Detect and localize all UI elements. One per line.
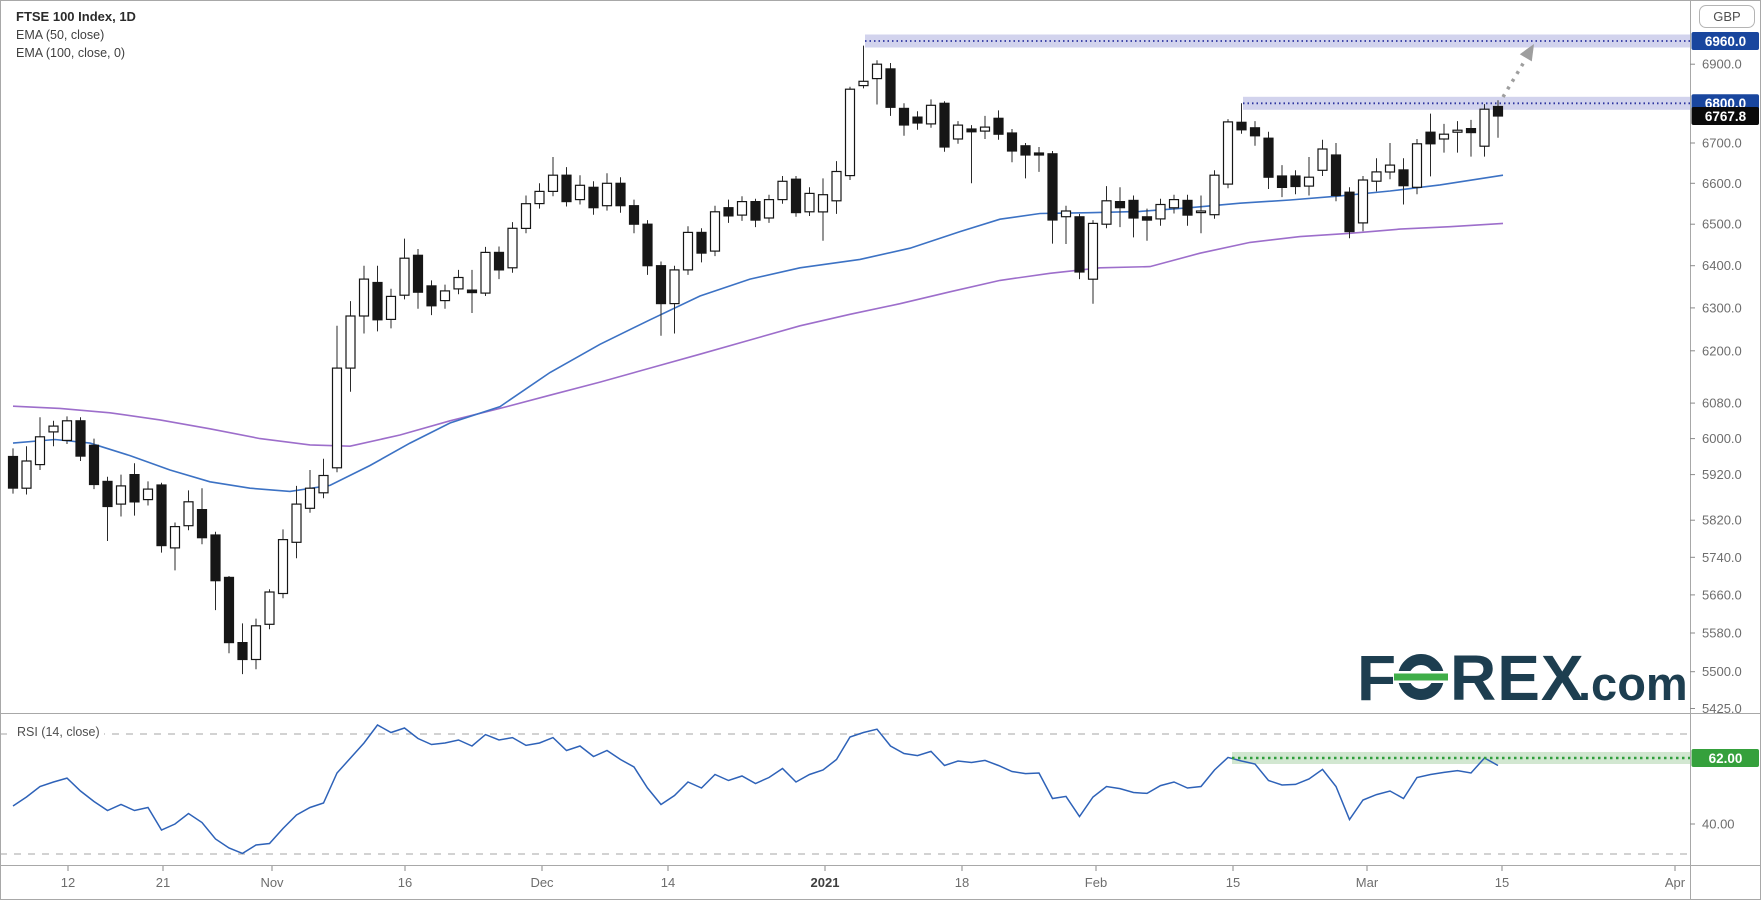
currency-button[interactable]: GBP xyxy=(1699,5,1755,28)
last-price-badge: 6767.8 xyxy=(1691,107,1759,125)
rsi-tick-label: 40.00 xyxy=(1702,817,1735,832)
svg-text:REX: REX xyxy=(1450,642,1585,714)
resistance-band[interactable] xyxy=(865,34,1690,48)
time-tick-label: 14 xyxy=(661,875,675,890)
price-tick-label: 5820.0 xyxy=(1702,513,1742,528)
trend-arrow[interactable] xyxy=(1501,44,1534,98)
time-tick-label: Feb xyxy=(1085,875,1107,890)
price-tick-label: 6500.0 xyxy=(1702,217,1742,232)
time-tick-label: 2021 xyxy=(811,875,840,890)
time-tick-label: Dec xyxy=(530,875,554,890)
time-tick-label: 21 xyxy=(156,875,170,890)
svg-text:6960.0: 6960.0 xyxy=(1705,34,1746,49)
price-tick-label: 5500.0 xyxy=(1702,664,1742,679)
price-tick-label: 6600.0 xyxy=(1702,176,1742,191)
price-tick-label: 6900.0 xyxy=(1702,57,1742,72)
time-tick-label: 18 xyxy=(955,875,969,890)
time-tick-label: Nov xyxy=(260,875,284,890)
ema50-line xyxy=(12,174,1504,493)
chart-legend: FTSE 100 Index, 1D EMA (50, close) EMA (… xyxy=(16,9,136,64)
svg-text:6767.8: 6767.8 xyxy=(1705,109,1747,124)
rsi-level-badge: 62.00 xyxy=(1691,749,1759,767)
price-tick-label: 5920.0 xyxy=(1702,467,1742,482)
svg-text:62.00: 62.00 xyxy=(1709,751,1743,766)
indicator-ema50-label[interactable]: EMA (50, close) xyxy=(16,28,105,42)
level-price-badge: 6960.0 xyxy=(1691,32,1759,50)
time-tick-label: 15 xyxy=(1226,875,1240,890)
time-tick-label: Apr xyxy=(1665,875,1686,890)
svg-text:.com: .com xyxy=(1578,657,1688,710)
price-tick-label: 5425.0 xyxy=(1702,701,1742,716)
time-tick-label: 16 xyxy=(398,875,412,890)
price-tick-label: 6400.0 xyxy=(1702,258,1742,273)
price-tick-label: 6700.0 xyxy=(1702,136,1742,151)
price-tick-label: 5660.0 xyxy=(1702,587,1742,602)
price-tick-label: 6200.0 xyxy=(1702,343,1742,358)
candles-series xyxy=(7,45,1504,675)
price-tick-label: 6000.0 xyxy=(1702,431,1742,446)
price-tick-label: 6300.0 xyxy=(1702,300,1742,315)
indicator-ema100-label[interactable]: EMA (100, close, 0) xyxy=(16,46,126,60)
ema100-line xyxy=(12,222,1504,448)
price-axis[interactable]: 6900.0 6700.0 6600.0 6500.0 6400.0 6300.0 6200… xyxy=(1690,57,1742,716)
price-tick-label: 5740.0 xyxy=(1702,550,1742,565)
time-tick-label: 15 xyxy=(1495,875,1509,890)
price-tick-label: 5580.0 xyxy=(1702,626,1742,641)
rsi-indicator-label[interactable]: RSI (14, close) xyxy=(13,725,104,739)
rsi-axis[interactable]: 40.00 xyxy=(1690,817,1735,832)
time-tick-label: 12 xyxy=(61,875,75,890)
svg-text:F: F xyxy=(1357,642,1396,714)
time-axis[interactable]: 12 21 Nov 16 Dec 14 2021 18 Feb 15 Mar 15 Apr xyxy=(61,866,1686,890)
forex-logo: F REX.com xyxy=(1357,642,1688,714)
symbol-title[interactable]: FTSE 100 Index, 1D xyxy=(16,9,136,24)
resistance-band[interactable] xyxy=(1243,96,1690,110)
price-tick-label: 6080.0 xyxy=(1702,396,1742,411)
rsi-line xyxy=(12,724,1499,855)
time-tick-label: Mar xyxy=(1356,875,1379,890)
